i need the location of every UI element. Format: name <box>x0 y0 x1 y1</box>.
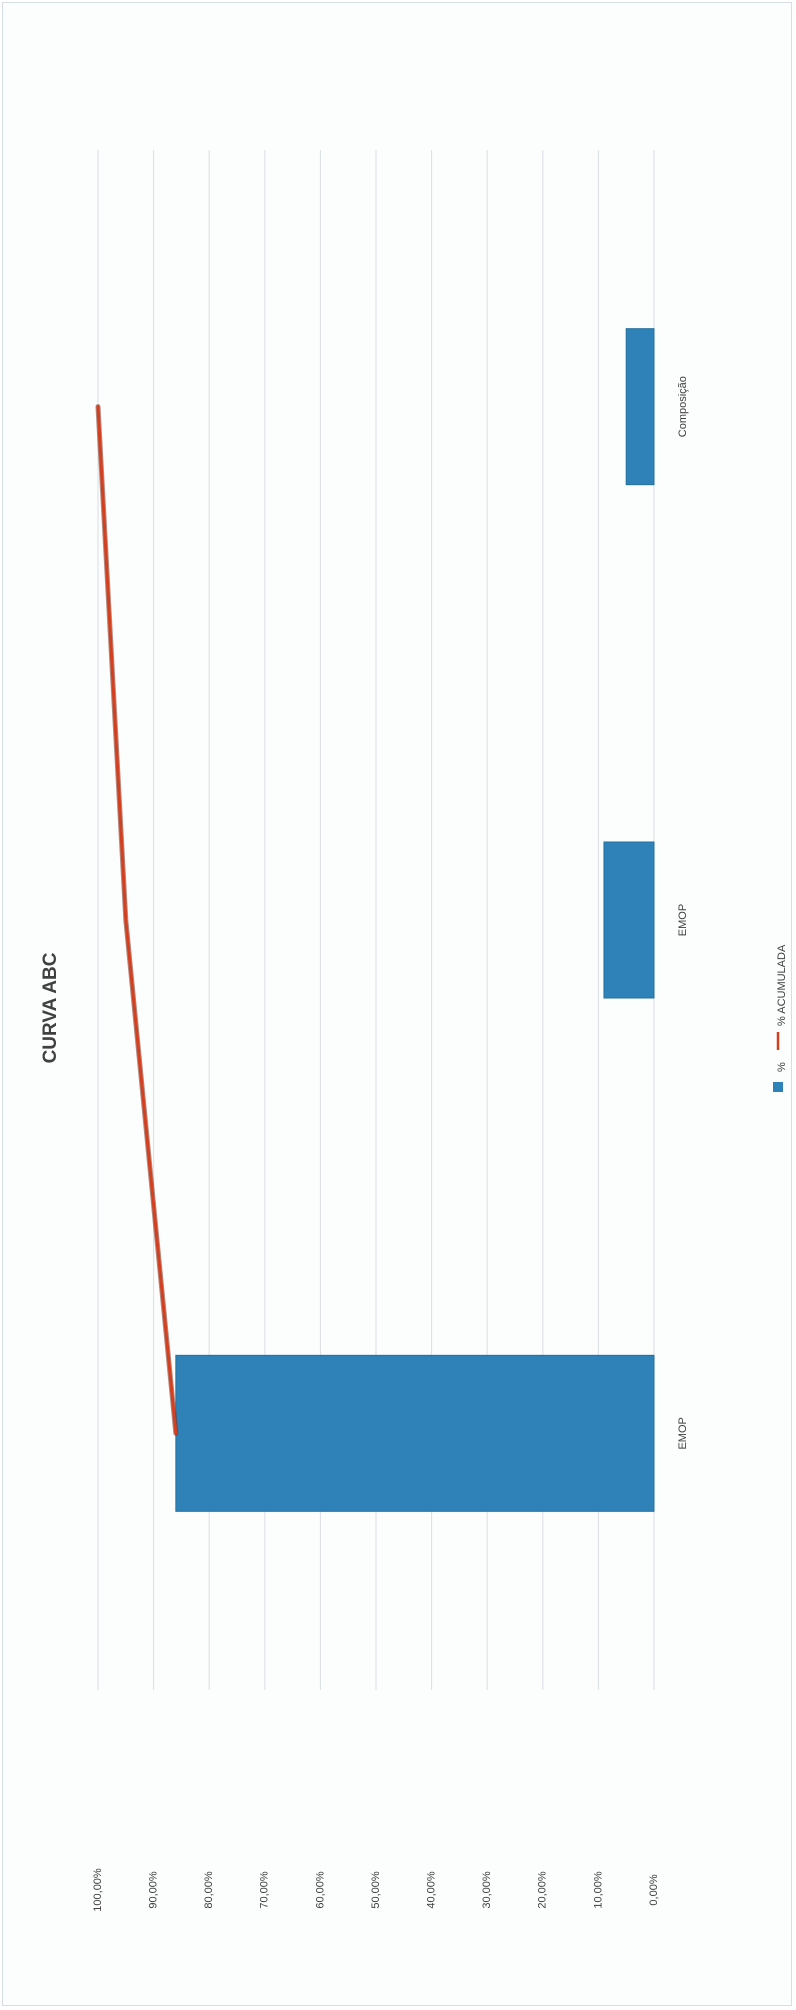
category-labels: EMOP EMOP Composição <box>677 376 689 1449</box>
y-tick-label: 80,00% <box>203 1871 215 1909</box>
category-label: Composição <box>677 376 689 437</box>
cumulative-line <box>95 404 179 1436</box>
y-tick-label: 70,00% <box>259 1871 271 1909</box>
chart-title-group: CURVA ABC <box>40 952 61 1063</box>
category-label: EMOP <box>677 904 689 936</box>
cumulative-line-shadow <box>95 404 179 1436</box>
y-tick-label: 30,00% <box>481 1871 493 1909</box>
legend-label-percent: % <box>776 1062 788 1072</box>
bar-2 <box>625 328 655 486</box>
chart-title: CURVA ABC <box>40 952 61 1063</box>
y-tick-label: 40,00% <box>426 1871 438 1909</box>
y-tick-label: 0,00% <box>648 1874 660 1905</box>
y-tick-label: 10,00% <box>592 1871 604 1909</box>
bar-1 <box>603 841 655 999</box>
y-axis-ticks: 0,00% 10,00% 20,00% 30,00% 40,00% 50,00% 60,00… <box>92 1868 660 1912</box>
y-tick-label: 60,00% <box>314 1871 326 1909</box>
y-tick-label: 50,00% <box>370 1871 382 1909</box>
legend-swatch-percent <box>773 1082 783 1092</box>
bar-0 <box>175 1354 655 1512</box>
y-tick-label: 20,00% <box>537 1871 549 1909</box>
legend-label-cumulative: % ACUMULADA <box>776 944 788 1026</box>
y-tick-label: 100,00% <box>92 1868 104 1912</box>
legend: % % ACUMULADA <box>773 944 788 1092</box>
y-tick-label: 90,00% <box>148 1871 160 1909</box>
cumulative-line-path <box>96 405 178 1435</box>
category-label: EMOP <box>677 1417 689 1449</box>
bars <box>175 328 655 1512</box>
